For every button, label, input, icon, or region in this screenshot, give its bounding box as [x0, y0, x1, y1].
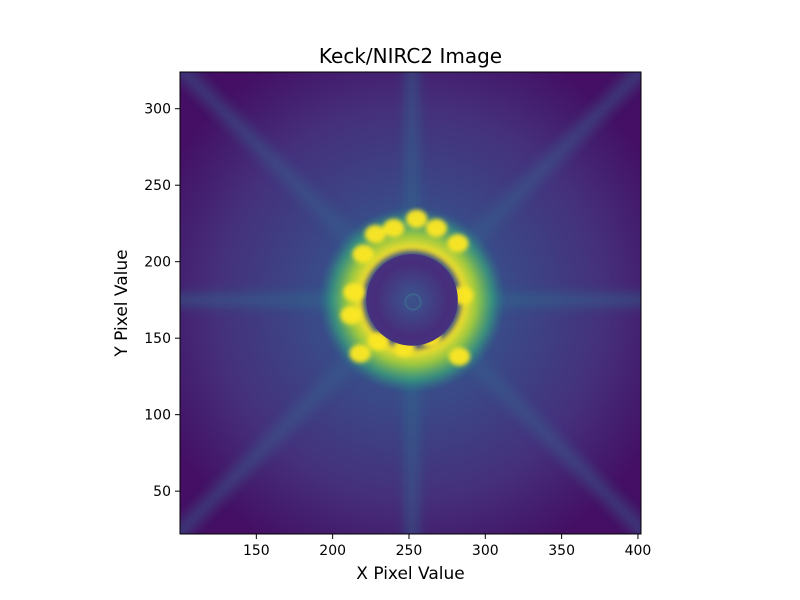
speckle-clump [343, 283, 365, 302]
speckle-clump [383, 218, 405, 238]
x-tick-label: 400 [625, 543, 652, 559]
y-axis-label: Y Pixel Value [112, 249, 132, 357]
y-tick-label: 200 [144, 255, 171, 271]
speckle-clump [405, 209, 428, 229]
speckle-clump [367, 332, 390, 351]
x-axis-label: X Pixel Value [356, 564, 464, 584]
chart-title: Keck/NIRC2 Image [319, 44, 502, 68]
x-tick-label: 250 [396, 543, 423, 559]
axes-frame [179, 71, 642, 535]
diffraction-spike [180, 336, 376, 534]
diffraction-spikes [180, 72, 641, 534]
y-tick-label: 250 [144, 178, 171, 194]
x-tick-label: 150 [243, 543, 270, 559]
coronagraph-mask-core [366, 254, 458, 346]
x-tick-label: 350 [548, 543, 575, 559]
y-tick-label: 100 [144, 408, 171, 424]
y-axis: 50 100 150 200 250 300 [144, 102, 180, 500]
speckle-clump [425, 218, 448, 238]
diffraction-spike [180, 72, 376, 264]
speckle-clump [448, 347, 471, 366]
x-tick-label: 300 [472, 543, 499, 559]
y-tick-label: 300 [144, 102, 171, 118]
speckle-clump [352, 244, 374, 264]
speckle-clump [364, 225, 387, 244]
x-tick-label: 200 [319, 543, 346, 559]
y-tick-label: 50 [153, 484, 171, 500]
speckle-clump [349, 344, 371, 363]
diffraction-spike [448, 72, 641, 264]
diffraction-spike [448, 336, 641, 534]
plot-area [180, 72, 641, 534]
y-tick-label: 150 [144, 331, 171, 347]
x-axis: 150 200 250 300 350 400 [243, 534, 651, 559]
speckle-clump [340, 306, 362, 325]
central-source [404, 293, 422, 311]
speckle-clumps [340, 209, 474, 366]
speckle-clump [447, 234, 469, 253]
